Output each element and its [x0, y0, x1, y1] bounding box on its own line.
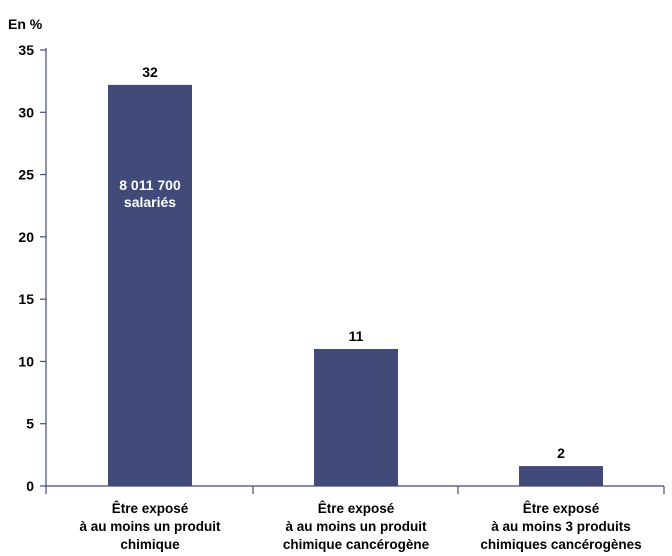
category-label: Être exposé: [112, 501, 189, 516]
bar: [108, 84, 192, 486]
category-label: Être exposé: [318, 501, 395, 516]
y-tick-label: 35: [18, 42, 34, 58]
bar-value-label: 2: [557, 445, 565, 461]
labels: 32 Être exposé à au moins un produit chimiq…: [80, 64, 642, 552]
bar-value-label: 11: [349, 328, 364, 344]
y-tick-label: 25: [18, 167, 34, 183]
bars: [108, 84, 603, 486]
category-label: Être exposé: [523, 501, 600, 516]
category-label: à au moins un produit: [286, 519, 428, 534]
y-tick-label: 0: [26, 478, 34, 494]
y-tick-label: 20: [18, 229, 34, 245]
category-label: à au moins 3 produits: [491, 519, 631, 534]
bar-value-label: 32: [142, 64, 158, 80]
category-label: à au moins un produit: [80, 519, 222, 534]
category-label: chimique: [120, 537, 180, 552]
bar-inner-label: salariés: [124, 194, 176, 210]
category-label: chimique cancérogène: [283, 537, 430, 552]
bar-inner-label: 8 011 700: [119, 177, 181, 193]
y-tick-label: 10: [18, 353, 34, 369]
category-label: chimiques cancérogènes: [480, 537, 641, 552]
y-tick-label: 30: [18, 104, 34, 120]
bar: [519, 466, 603, 486]
y-tick-label: 5: [26, 416, 34, 432]
bar: [314, 348, 398, 486]
y-tick-label: 15: [18, 291, 34, 307]
y-unit-label: En %: [8, 16, 43, 32]
